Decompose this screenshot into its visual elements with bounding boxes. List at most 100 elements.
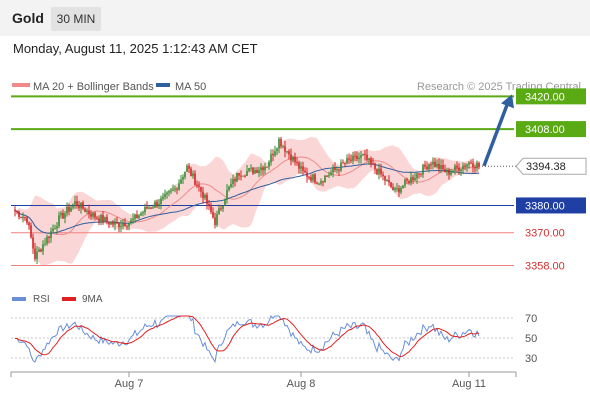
rsi-ma-legend-label: 9MA bbox=[82, 294, 103, 305]
candle-body bbox=[418, 173, 420, 175]
timeframe-button[interactable]: 30 MIN bbox=[51, 7, 101, 31]
candle-body bbox=[406, 179, 408, 181]
candle-body bbox=[364, 153, 366, 155]
candle-body bbox=[168, 191, 170, 193]
candle-body bbox=[230, 184, 232, 187]
level-label-box bbox=[516, 121, 586, 138]
candle-body bbox=[152, 207, 154, 209]
candle-body bbox=[232, 179, 234, 185]
candle-body bbox=[444, 169, 446, 173]
candle-body bbox=[296, 162, 298, 164]
candle-body bbox=[146, 206, 148, 209]
candle-body bbox=[346, 158, 348, 164]
candle-body bbox=[106, 217, 108, 222]
candle-body bbox=[88, 210, 90, 214]
candle-body bbox=[208, 204, 210, 206]
candle-body bbox=[378, 168, 380, 175]
candle-body bbox=[20, 216, 22, 218]
candle-body bbox=[298, 162, 300, 169]
candle-body bbox=[262, 167, 264, 171]
candle-body bbox=[354, 155, 356, 157]
candle-body bbox=[350, 159, 352, 161]
main-plot-area: 3420.00 3408.00 3380.00 3370.00 3358.00 3394.… bbox=[11, 88, 587, 272]
candle-body bbox=[278, 138, 280, 149]
candle-body bbox=[140, 213, 142, 216]
candle-body bbox=[40, 249, 42, 252]
candle-body bbox=[122, 223, 124, 226]
candle-body bbox=[410, 177, 412, 184]
candle-body bbox=[362, 153, 364, 156]
current-price-tag bbox=[515, 157, 587, 175]
candle-body bbox=[456, 165, 458, 168]
candle-body bbox=[420, 173, 422, 175]
candle-body bbox=[342, 162, 344, 164]
x-axis: Aug 7 Aug 8 Aug 11 bbox=[10, 372, 517, 390]
candle-body bbox=[340, 162, 342, 171]
candle-body bbox=[14, 209, 16, 211]
ma50-line bbox=[14, 163, 479, 234]
candle-body bbox=[174, 188, 176, 190]
candle-body bbox=[250, 167, 252, 169]
candle-body bbox=[66, 206, 68, 214]
x-axis-label: Aug 8 bbox=[287, 378, 316, 390]
forecast-arrow-shaft bbox=[482, 101, 510, 167]
candle-body bbox=[120, 225, 122, 228]
candle-body bbox=[240, 175, 242, 177]
candle-body bbox=[82, 202, 84, 209]
candle-body bbox=[336, 169, 338, 171]
level-label: 3370.00 bbox=[525, 228, 565, 240]
candle-body bbox=[162, 196, 164, 199]
candle-body bbox=[164, 194, 166, 197]
candle-body bbox=[124, 223, 126, 227]
candle-body bbox=[246, 171, 248, 176]
candle-body bbox=[274, 151, 276, 156]
candle-body bbox=[48, 236, 50, 238]
candle-body bbox=[292, 156, 294, 161]
candle-body bbox=[180, 179, 182, 184]
candle-body bbox=[44, 243, 46, 245]
candle-body bbox=[428, 164, 430, 170]
candle-body bbox=[242, 175, 244, 177]
candle-body bbox=[234, 179, 236, 182]
candle-body bbox=[288, 151, 290, 155]
candle-body bbox=[92, 212, 94, 217]
candle-body bbox=[108, 221, 110, 225]
candle-body bbox=[252, 167, 254, 174]
candle-body bbox=[78, 206, 80, 209]
candle-body bbox=[266, 166, 268, 168]
candle-body bbox=[160, 198, 162, 205]
candle-body bbox=[426, 166, 428, 170]
candle-body bbox=[58, 215, 60, 227]
ma20-line bbox=[14, 156, 480, 236]
rsi-line bbox=[15, 315, 480, 364]
candle-body bbox=[144, 206, 146, 213]
candle-body bbox=[344, 163, 346, 165]
candle-body bbox=[474, 167, 476, 169]
candle-body bbox=[452, 170, 454, 173]
candle-body bbox=[330, 172, 332, 176]
current-price-label: 3394.38 bbox=[526, 161, 566, 173]
candle-body bbox=[316, 182, 318, 184]
level-label: 3420.00 bbox=[525, 91, 565, 103]
candle-body bbox=[372, 163, 374, 165]
candle-body bbox=[68, 206, 70, 212]
candle-body bbox=[136, 214, 138, 219]
candle-body bbox=[196, 185, 198, 187]
candle-body bbox=[404, 179, 406, 186]
candle-body bbox=[178, 183, 180, 190]
candle-body bbox=[156, 201, 158, 207]
candle-body bbox=[390, 182, 392, 188]
candle-body bbox=[24, 216, 26, 218]
candle-body bbox=[26, 217, 28, 223]
candle-body bbox=[94, 212, 96, 218]
ma50-legend-swatch bbox=[156, 83, 170, 87]
x-axis-label: Aug 7 bbox=[115, 378, 144, 390]
candle-body bbox=[370, 158, 372, 164]
candle-body bbox=[212, 211, 214, 218]
candle-body bbox=[388, 180, 390, 183]
candle-body bbox=[300, 166, 302, 169]
candle-body bbox=[36, 251, 38, 260]
candle-body bbox=[448, 169, 450, 175]
candle-body bbox=[132, 218, 134, 221]
